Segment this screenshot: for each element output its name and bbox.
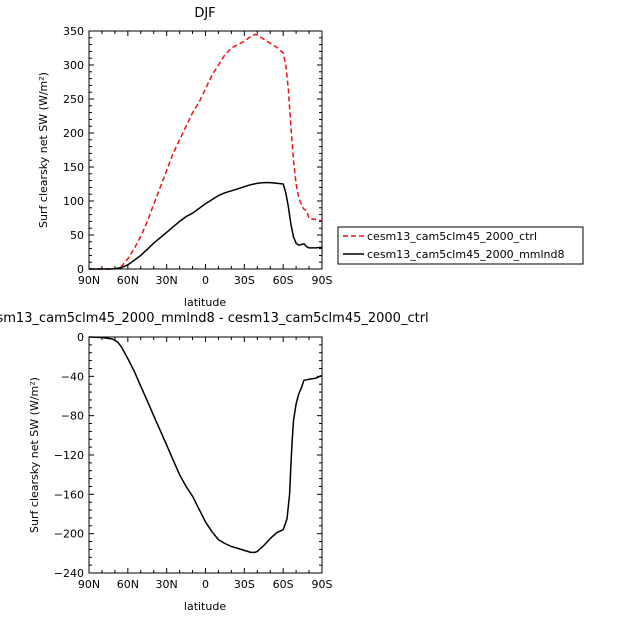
top-series-lines	[89, 33, 323, 270]
x-tick-label: 90S	[312, 578, 333, 591]
y-tick-label: −120	[54, 449, 84, 462]
y-tick-label: −80	[61, 410, 84, 423]
x-tick-label: 60N	[117, 578, 139, 591]
bottom-plot-frame	[88, 336, 323, 574]
top-panel: DJF 90N 60N 30N 0 30S 60S 90S 0 50 100 150 200 250 3…	[37, 6, 333, 309]
legend: cesm13_cam5clm45_2000_ctrl cesm13_cam5cl…	[337, 226, 584, 265]
y-tick-label: 0	[77, 331, 84, 344]
series-line-0	[88, 336, 323, 554]
x-tick-label: 30S	[234, 274, 255, 287]
y-tick-label: −160	[54, 488, 84, 501]
top-y-axis-label: Surf clearsky net SW (W/m²)	[37, 72, 50, 228]
x-tick-label: 90N	[78, 578, 100, 591]
bottom-x-axis-label: latitude	[184, 600, 226, 613]
y-tick-label: 250	[63, 93, 84, 106]
top-y-ticks: 0 50 100 150 200 250 300 350	[63, 25, 322, 276]
y-tick-label: 50	[70, 229, 84, 242]
x-tick-label: 0	[202, 578, 209, 591]
bottom-chart-title: cesm13_cam5clm45_2000_mmlnd8 - cesm13_ca…	[0, 311, 429, 326]
x-tick-label: 30N	[156, 274, 178, 287]
y-tick-label: −240	[54, 567, 84, 580]
top-plot-frame	[88, 30, 323, 270]
x-tick-label: 60S	[273, 274, 294, 287]
x-tick-label: 60S	[273, 578, 294, 591]
x-tick-label: 60N	[117, 274, 139, 287]
y-tick-label: 200	[63, 127, 84, 140]
legend-label-mmlnd8: cesm13_cam5clm45_2000_mmlnd8	[367, 248, 565, 261]
x-tick-label: 90S	[312, 274, 333, 287]
series-line-0	[89, 33, 323, 270]
y-tick-label: −200	[54, 528, 84, 541]
bottom-x-ticks: 90N 60N 30N 0 30S 60S 90S	[78, 337, 333, 591]
y-tick-label: 350	[63, 25, 84, 38]
series-line-1	[89, 181, 323, 270]
x-tick-label: 90N	[78, 274, 100, 287]
bottom-panel: cesm13_cam5clm45_2000_mmlnd8 - cesm13_ca…	[0, 311, 429, 613]
x-tick-label: 30N	[156, 578, 178, 591]
top-x-ticks: 90N 60N 30N 0 30S 60S 90S	[78, 31, 333, 287]
legend-label-ctrl: cesm13_cam5clm45_2000_ctrl	[367, 230, 537, 243]
y-tick-label: 150	[63, 161, 84, 174]
bottom-y-ticks: 0 −40 −80 −120 −160 −200 −240	[54, 331, 322, 580]
legend-box	[337, 226, 584, 265]
bottom-y-axis-label: Surf clearsky net SW (W/m²)	[28, 377, 41, 533]
top-chart-title: DJF	[194, 6, 215, 21]
y-tick-label: 0	[77, 263, 84, 276]
bottom-series-lines	[88, 336, 323, 554]
x-tick-label: 0	[202, 274, 209, 287]
top-x-axis-label: latitude	[184, 296, 226, 309]
y-tick-label: 100	[63, 195, 84, 208]
x-tick-label: 30S	[234, 578, 255, 591]
y-tick-label: 300	[63, 59, 84, 72]
y-tick-label: −40	[61, 370, 84, 383]
